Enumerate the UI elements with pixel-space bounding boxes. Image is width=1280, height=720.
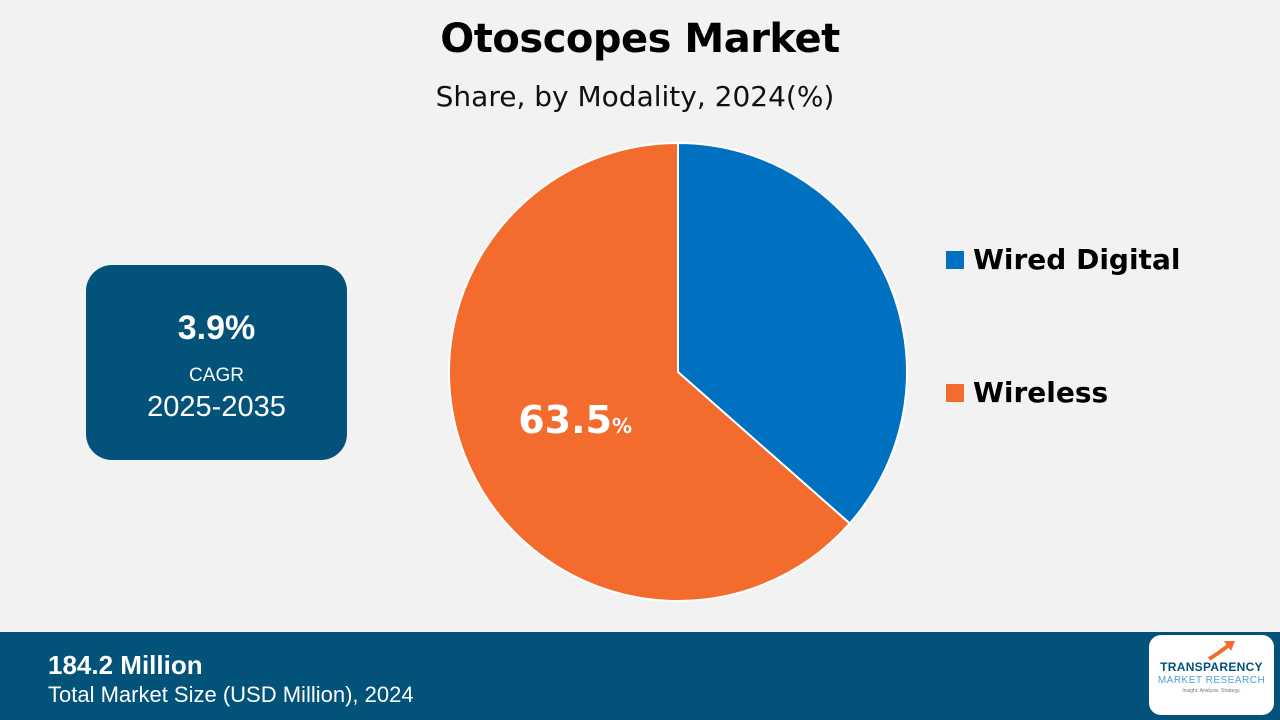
footer-bar: 184.2 Million Total Market Size (USD Mil… [0,632,1280,720]
chart-title: Otoscopes Market [440,16,840,62]
legend-item-wired-digital: Wired Digital [946,243,1180,276]
cagr-value: 3.9% [177,309,256,347]
legend-label-wireless: Wireless [973,376,1109,409]
market-size-label: Total Market Size (USD Million), 2024 [48,682,414,707]
logo-text-market-research: MARKET RESEARCH [1157,675,1266,686]
legend-label-wired-digital: Wired Digital [973,243,1181,276]
cagr-label: CAGR [189,365,244,386]
pie-chart: 63.5% [448,141,908,602]
data-label-wireless: 63.5% [518,398,632,442]
pie-slice-wireless [448,141,852,602]
logo-text-transparency: TRANSPARENCY [1160,660,1263,674]
chart-subtitle: Share, by Modality, 2024(%) [435,80,835,113]
legend-swatch-wired-digital [946,250,964,269]
market-size-value: 184.2 Million [48,650,203,680]
legend-item-wireless: Wireless [946,376,1108,409]
logo-arrow-icon [1207,641,1235,661]
cagr-card: 3.9% CAGR 2025-2035 [86,265,347,460]
logo-tagline: Insight. Analysis. Strategy. [1182,688,1241,694]
cagr-period: 2025-2035 [147,391,286,423]
company-logo: TRANSPARENCY MARKET RESEARCH Insight. An… [1149,635,1274,715]
pie-slice-wired-digital [677,141,908,525]
legend-swatch-wireless [946,383,964,402]
